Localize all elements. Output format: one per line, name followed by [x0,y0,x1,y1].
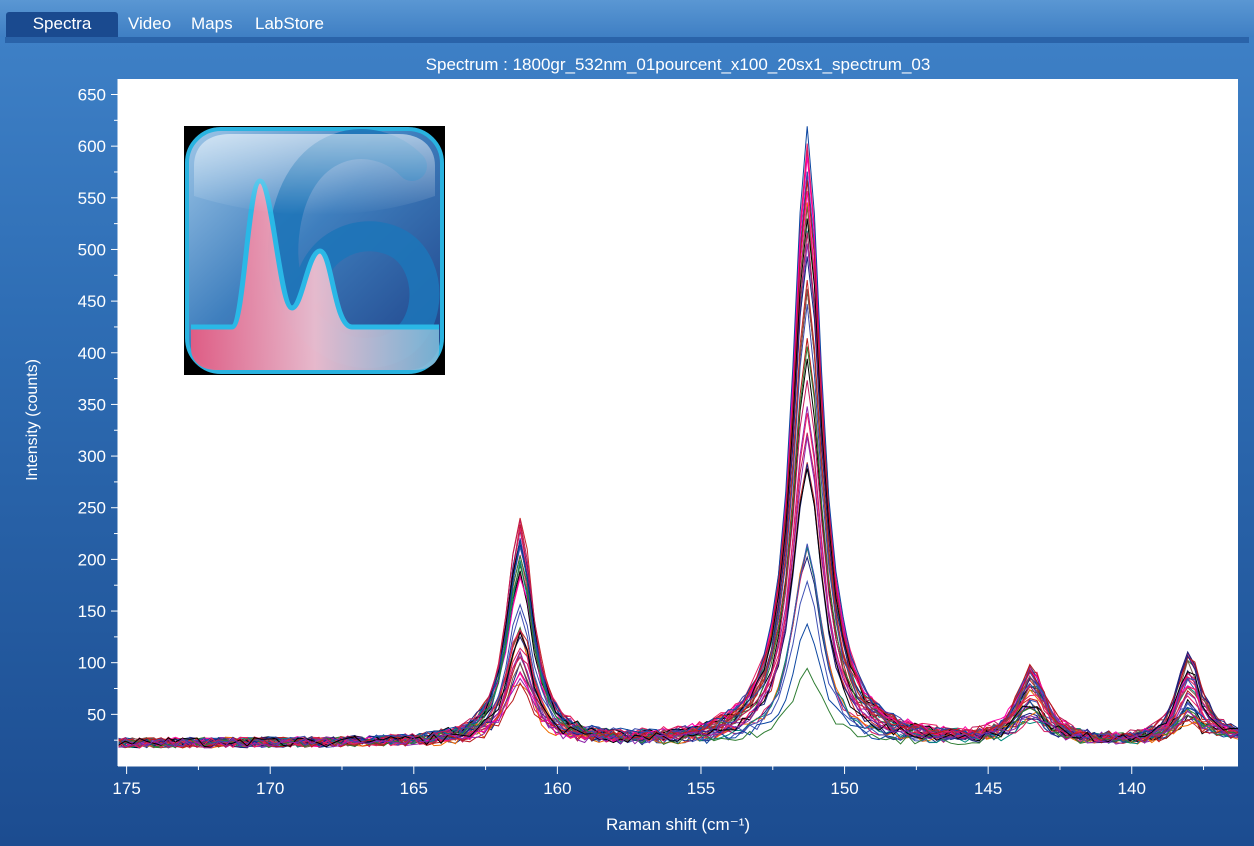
tab-spectra[interactable]: Spectra [6,12,118,37]
y-tick-label: 150 [78,602,106,621]
tab-bar: Spectra Video Maps LabStore [0,0,1254,37]
y-tick-label: 100 [78,654,106,673]
y-axis-label: Intensity (counts) [24,359,41,481]
y-tick-label: 300 [78,447,106,466]
tab-video[interactable]: Video [128,14,172,33]
y-tick-label: 50 [87,705,106,724]
spectrum-series-line [117,171,1239,748]
series-layer [117,126,1239,749]
y-tick-label: 250 [78,499,106,518]
tab-maps[interactable]: Maps [191,14,233,33]
y-tick-label: 200 [78,550,106,569]
x-tick-label: 165 [400,779,428,798]
labspec-6-logo-icon [184,126,445,375]
spectrum-series-line [117,380,1239,749]
spectrum-series-line [117,436,1239,749]
x-tick-label: 170 [256,779,284,798]
y-tick-label: 350 [78,395,106,414]
y-tick-label: 500 [78,240,106,259]
x-tick-label: 145 [974,779,1002,798]
x-tick-label: 160 [543,779,571,798]
spectrum-series-line [117,304,1239,748]
tab-labstore[interactable]: LabStore [255,14,324,33]
x-tick-label: 140 [1118,779,1146,798]
y-tick-label: 650 [78,85,106,104]
y-tick-label: 600 [78,137,106,156]
panel-top-border [5,37,1249,43]
spectrum-series-line [117,150,1239,748]
y-tick-label: 550 [78,189,106,208]
x-tick-label: 155 [687,779,715,798]
y-tick-label: 400 [78,344,106,363]
x-tick-label: 150 [830,779,858,798]
chart-title: Spectrum : 1800gr_532nm_01pourcent_x100_… [425,55,931,74]
x-axis-label: Raman shift (cm⁻¹) [605,815,751,834]
x-tick-label: 175 [112,779,140,798]
y-tick-label: 450 [78,292,106,311]
axis-layer: 50 100 150 200 250 300 350 400 450 500 550 600 650 17… [78,79,1238,798]
